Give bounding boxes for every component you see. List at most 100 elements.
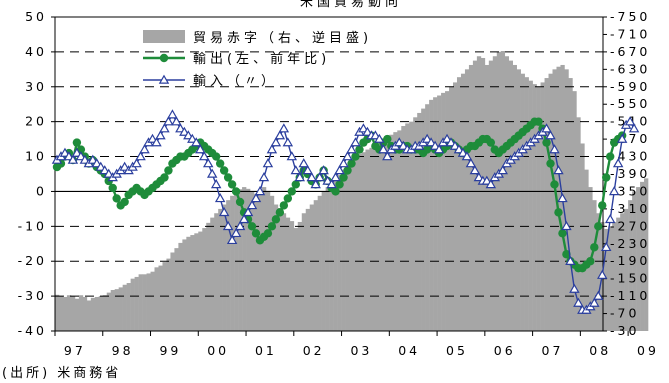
imports-point — [202, 158, 214, 168]
deficit-bar — [365, 149, 370, 331]
deficit-bar — [269, 195, 275, 331]
imports-point — [612, 158, 624, 168]
deficit-bar — [620, 213, 625, 331]
deficit-bar — [413, 117, 418, 331]
deficit-bar — [508, 60, 513, 331]
imports-point — [374, 133, 385, 143]
deficit-bar — [385, 136, 390, 331]
deficit-bar — [612, 221, 617, 331]
deficit-bar — [242, 187, 247, 331]
deficit-bar — [632, 191, 637, 331]
deficit-bar — [182, 239, 187, 331]
imports-point — [338, 158, 349, 168]
deficit-bar — [425, 104, 430, 331]
x-tick-label: 02 — [303, 343, 325, 358]
deficit-bar — [349, 160, 354, 331]
deficit-bar — [484, 64, 490, 331]
deficit-bar — [305, 208, 311, 331]
imports-point — [310, 179, 321, 189]
right-tick-label: -590 — [610, 79, 650, 94]
deficit-bar — [198, 231, 203, 331]
imports-point — [378, 144, 389, 154]
imports-point — [294, 172, 306, 182]
exports-point — [108, 183, 117, 193]
imports-point — [226, 234, 238, 245]
exports-point — [251, 229, 261, 238]
exports-point — [211, 152, 221, 161]
imports-point — [155, 130, 166, 140]
imports-point — [262, 158, 274, 168]
exports-point — [586, 257, 595, 266]
left-tick-label: 20 — [25, 114, 47, 129]
exports-point — [164, 166, 173, 175]
right-tick-label: -430 — [610, 149, 650, 164]
exports-point — [263, 229, 273, 238]
imports-point — [597, 269, 608, 279]
deficit-bar — [640, 181, 645, 331]
right-tick-label: -390 — [610, 166, 650, 181]
imports-point — [433, 144, 445, 154]
deficit-bar — [106, 292, 112, 331]
left-tick-label: -30 — [18, 288, 47, 303]
legend-exports-marker — [159, 53, 169, 63]
imports-point — [628, 123, 640, 133]
imports-point — [473, 172, 485, 182]
imports-point — [561, 220, 572, 231]
imports-point — [593, 290, 604, 300]
deficit-bar — [142, 274, 147, 331]
exports-point — [562, 250, 571, 259]
exports-point — [355, 145, 364, 154]
imports-point — [234, 220, 246, 231]
exports-point — [223, 173, 233, 182]
x-tick-label: 08 — [589, 343, 611, 358]
deficit-bar — [210, 217, 215, 331]
right-axis-ticks: -750-710-670-630-590-550-510-470-430-390… — [603, 9, 650, 338]
right-tick-label: -270 — [610, 218, 650, 233]
deficit-bar — [361, 152, 366, 331]
chart-title-fragment: 米国貿易動向 — [300, 0, 402, 10]
imports-point — [358, 123, 369, 133]
exports-point — [590, 243, 599, 252]
deficit-bar — [476, 56, 482, 331]
imports-point — [119, 161, 130, 171]
deficit-bar — [468, 64, 474, 331]
deficit-bar — [460, 73, 466, 331]
deficit-bar — [333, 178, 338, 331]
deficit-bar — [66, 295, 72, 331]
exports-point — [215, 159, 225, 168]
deficit-bar — [150, 271, 155, 331]
deficit-bar — [644, 178, 649, 331]
imports-point — [71, 147, 83, 157]
right-tick-label: -750 — [610, 9, 650, 24]
deficit-bar — [596, 213, 601, 331]
right-tick-label: -110 — [610, 288, 650, 303]
x-tick-label: 00 — [207, 343, 229, 358]
right-tick-label: -350 — [610, 183, 650, 198]
deficit-bar — [345, 165, 350, 331]
imports-point — [250, 193, 262, 203]
deficit-bar — [202, 228, 207, 331]
deficit-bar — [98, 296, 104, 331]
deficit-bar — [528, 80, 533, 331]
imports-point — [230, 227, 242, 238]
deficit-bar — [186, 236, 191, 331]
deficit-bar — [369, 147, 374, 331]
deficit-bar — [86, 300, 92, 331]
imports-point — [218, 206, 230, 217]
imports-point — [461, 151, 473, 161]
deficit-bar — [281, 213, 287, 331]
imports-point — [429, 140, 441, 150]
deficit-bar — [433, 97, 438, 331]
right-tick-label: -550 — [610, 96, 650, 111]
deficit-bar — [421, 108, 426, 331]
x-tick-label: 07 — [542, 343, 564, 358]
deficit-bars — [55, 51, 649, 332]
imports-point — [394, 137, 405, 147]
imports-point — [334, 165, 345, 175]
imports-point — [282, 137, 294, 147]
deficit-bar — [381, 139, 386, 331]
exports-point — [351, 152, 360, 161]
deficit-bar — [58, 296, 64, 331]
deficit-bar — [174, 248, 179, 331]
imports-point — [457, 147, 469, 157]
